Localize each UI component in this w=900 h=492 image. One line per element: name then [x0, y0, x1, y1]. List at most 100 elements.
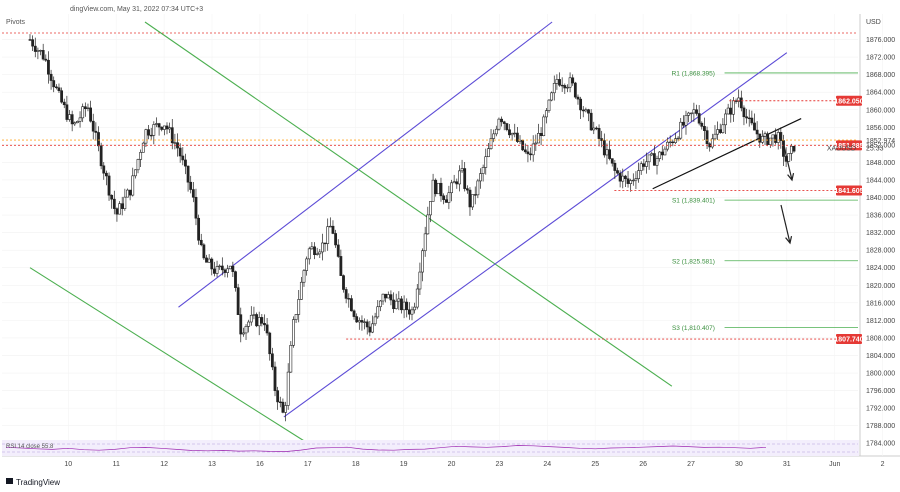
candle — [618, 172, 622, 182]
candle — [558, 79, 561, 86]
candle — [199, 239, 203, 246]
forecast-arrow-2[interactable] — [780, 204, 791, 244]
y-tick-label: 1808.000 — [866, 335, 895, 342]
candle — [716, 129, 720, 135]
candle — [621, 175, 625, 182]
y-tick-label: 1796.000 — [866, 388, 895, 395]
candle — [555, 79, 559, 84]
candle — [247, 321, 251, 327]
candle — [73, 122, 77, 125]
grid — [2, 14, 883, 456]
pivot-lines: R1 (1,868.395) S1 (1,839.401) S2 (1,825.58… — [672, 70, 858, 332]
candle — [587, 109, 590, 114]
candle — [205, 257, 208, 263]
y-tick-label: 1800.000 — [866, 371, 895, 378]
candle — [602, 140, 606, 156]
key-level-badge — [836, 95, 862, 106]
candle — [160, 126, 164, 130]
candle — [455, 181, 459, 185]
candle — [386, 294, 390, 299]
candle — [732, 100, 735, 115]
forecast-arrow-1[interactable] — [782, 141, 793, 181]
candle — [579, 98, 583, 111]
current-price-label: 1852.974 — [866, 138, 895, 145]
candle — [244, 326, 248, 334]
candle — [31, 39, 35, 47]
y-tick-label: 1828.000 — [866, 248, 895, 255]
candle — [368, 326, 372, 333]
candle — [186, 165, 190, 183]
pivot-label: S1 (1,839.401) — [672, 198, 715, 205]
candle — [294, 314, 298, 320]
candle — [49, 73, 53, 81]
candle — [639, 163, 643, 171]
key-level-badge-label: 1807.740 — [834, 337, 863, 344]
candle — [460, 168, 464, 172]
candle — [729, 107, 733, 115]
candle — [215, 266, 219, 274]
candle — [629, 180, 633, 184]
candle — [257, 317, 261, 327]
trendline[interactable] — [652, 117, 802, 190]
candle — [442, 195, 446, 200]
candle — [471, 194, 474, 208]
candle — [760, 136, 764, 143]
candle — [779, 132, 783, 141]
candle — [147, 129, 150, 136]
candle — [165, 125, 169, 130]
candle — [766, 133, 770, 145]
candle — [573, 82, 577, 98]
candle — [458, 170, 461, 185]
candle — [642, 163, 646, 167]
countdown-label: 25:33 — [866, 146, 884, 153]
candle — [339, 256, 343, 276]
candle — [323, 242, 327, 245]
forecast-arrow-1-head[interactable] — [787, 173, 795, 182]
candle — [307, 248, 311, 260]
candle — [36, 50, 40, 52]
y-tick-label: 1788.000 — [866, 423, 895, 430]
candle — [326, 226, 330, 244]
forecast-arrows[interactable] — [780, 141, 795, 245]
candle — [623, 175, 627, 180]
channel-line-descending-lower[interactable] — [29, 267, 309, 444]
time-axis[interactable]: 10 11 12 13 16 17 18 19 20 23 24 25 26 27 30 31 Jun 2 — [64, 461, 884, 468]
candle — [571, 77, 575, 84]
pivot-label: S2 (1,825.581) — [672, 258, 715, 265]
candle — [505, 123, 509, 131]
x-tick-label: 10 — [64, 461, 72, 468]
candle — [405, 301, 409, 311]
candle — [616, 170, 619, 174]
candle — [60, 90, 64, 103]
x-tick-label: 26 — [639, 461, 647, 468]
candle — [739, 97, 743, 109]
candle — [537, 133, 540, 144]
candle — [531, 143, 535, 156]
candle — [226, 268, 229, 273]
candle — [581, 109, 585, 112]
candle — [357, 320, 361, 323]
candle — [494, 128, 498, 135]
channel-line-ascending-upper[interactable] — [178, 21, 553, 308]
candle — [547, 99, 551, 111]
channel-line-ascending-lower[interactable] — [283, 52, 788, 418]
y-tick-label: 1876.000 — [866, 37, 895, 44]
candle — [336, 244, 340, 257]
forecast-arrow-2-head[interactable] — [785, 236, 793, 245]
candle — [397, 298, 401, 302]
channel-line-descending-upper[interactable] — [144, 21, 673, 387]
candle — [787, 153, 791, 162]
pivot-label: S3 (1,810.407) — [672, 325, 715, 332]
trend-channels[interactable] — [29, 21, 802, 444]
candle — [299, 281, 303, 300]
candle — [747, 117, 751, 120]
candle — [33, 45, 37, 52]
price-axis[interactable]: 1784.000 1788.000 1792.000 1796.000 1800.000… — [866, 37, 895, 448]
y-tick-label: 1792.000 — [866, 406, 895, 413]
candle — [487, 148, 490, 158]
candle — [550, 92, 554, 101]
y-tick-label: 1832.000 — [866, 230, 895, 237]
candle — [452, 181, 456, 184]
candle — [508, 129, 511, 136]
